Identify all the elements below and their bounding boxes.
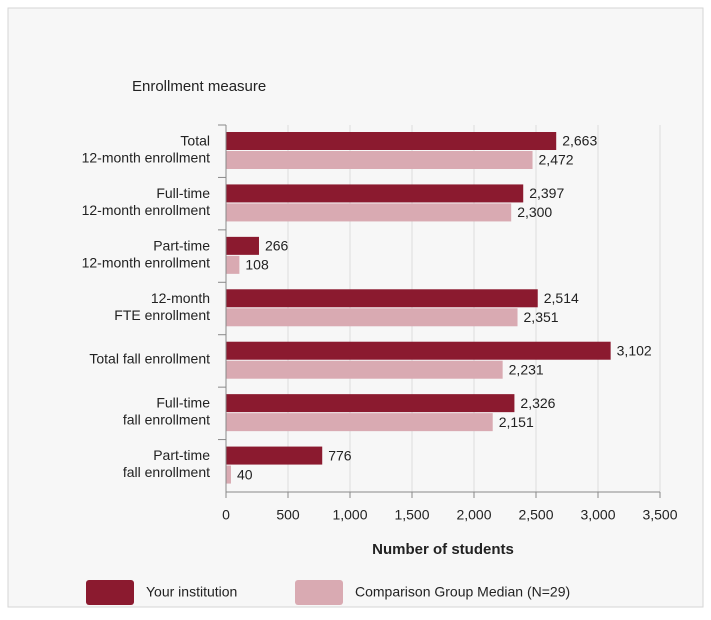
value-label: 2,231 — [509, 361, 544, 377]
y-tick-label-line: Total — [180, 132, 210, 148]
bar — [226, 203, 512, 222]
y-tick-label-line: fall enrollment — [123, 464, 210, 480]
y-tick-label-line: Part-time — [153, 237, 210, 253]
value-label: 2,663 — [562, 133, 597, 149]
x-axis-title: Number of students — [372, 541, 514, 558]
legend-swatch — [295, 580, 343, 605]
y-tick-label-line: Full-time — [156, 394, 210, 410]
y-tick-label-line: 12-month enrollment — [82, 149, 211, 165]
y-tick-label: Part-time 12-month enrollment — [82, 237, 211, 270]
bar — [226, 255, 240, 274]
y-tick-label-line: Full-time — [156, 185, 210, 201]
bar — [226, 308, 518, 327]
value-label: 2,326 — [520, 395, 555, 411]
x-tick-label: 2,500 — [518, 507, 553, 523]
value-label: 3,102 — [617, 342, 652, 358]
x-tick-label: 2,000 — [456, 507, 491, 523]
y-tick-label-line: Part-time — [153, 447, 210, 463]
y-tick-label-line: 12-month — [151, 289, 210, 305]
value-label: 776 — [328, 447, 352, 463]
value-label: 2,351 — [524, 309, 559, 325]
y-tick-label: 12-month FTE enrollment — [114, 289, 210, 322]
legend-label: Your institution — [146, 584, 237, 600]
value-label: 108 — [245, 257, 269, 273]
y-tick-label-line: fall enrollment — [123, 411, 210, 427]
y-tick-label: Part-time fall enrollment — [123, 447, 210, 480]
y-tick-label-line: 12-month enrollment — [82, 202, 211, 218]
bar — [226, 465, 231, 484]
bar — [226, 289, 538, 308]
value-label: 266 — [265, 238, 289, 254]
bar — [226, 184, 524, 203]
x-tick-label: 1,500 — [394, 507, 429, 523]
bar — [226, 360, 503, 379]
y-tick-label-line: 12-month enrollment — [82, 254, 211, 270]
x-tick-label: 3,000 — [580, 507, 615, 523]
bar — [226, 341, 611, 360]
value-label: 2,151 — [499, 414, 534, 430]
bar — [226, 446, 323, 465]
value-label: 40 — [237, 466, 253, 482]
x-tick-label: 1,000 — [332, 507, 367, 523]
y-axis-title: Enrollment measure — [132, 78, 266, 95]
y-tick-label: Total fall enrollment — [89, 350, 210, 366]
legend-label: Comparison Group Median (N=29) — [355, 584, 570, 600]
x-tick-label: 500 — [276, 507, 300, 523]
y-tick-label: Total 12-month enrollment — [82, 132, 211, 165]
bar — [226, 132, 557, 150]
y-tick-label-line: Total fall enrollment — [89, 350, 210, 366]
value-label: 2,514 — [544, 290, 579, 306]
value-label: 2,472 — [539, 152, 574, 168]
value-label: 2,300 — [517, 204, 552, 220]
bar — [226, 413, 493, 432]
y-tick-label-line: FTE enrollment — [114, 306, 210, 322]
legend-swatch — [86, 580, 134, 605]
y-tick-label: Full-time 12-month enrollment — [82, 185, 211, 218]
x-tick-label: 3,500 — [642, 507, 677, 523]
x-tick-label: 0 — [222, 507, 230, 523]
y-tick-label: Full-time fall enrollment — [123, 394, 210, 427]
bar — [226, 394, 515, 413]
value-label: 2,397 — [529, 185, 564, 201]
bar — [226, 236, 259, 255]
bar — [226, 151, 533, 169]
